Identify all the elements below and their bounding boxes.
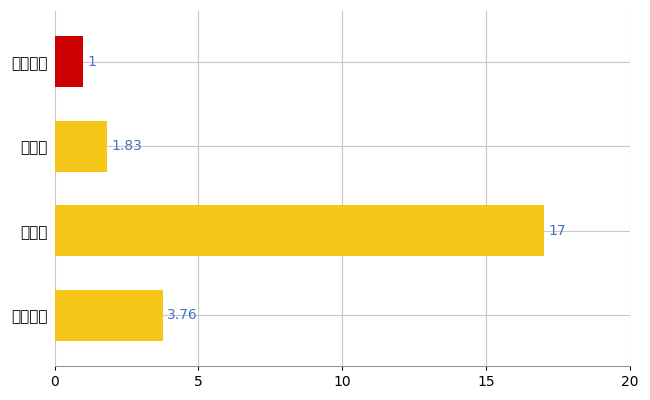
Text: 17: 17 <box>548 224 566 238</box>
Text: 3.76: 3.76 <box>167 308 198 322</box>
Text: 1: 1 <box>88 55 97 69</box>
Bar <box>55 205 544 256</box>
Bar <box>55 36 83 87</box>
Bar <box>55 121 107 172</box>
Bar <box>55 290 162 340</box>
Text: 1.83: 1.83 <box>112 139 142 153</box>
